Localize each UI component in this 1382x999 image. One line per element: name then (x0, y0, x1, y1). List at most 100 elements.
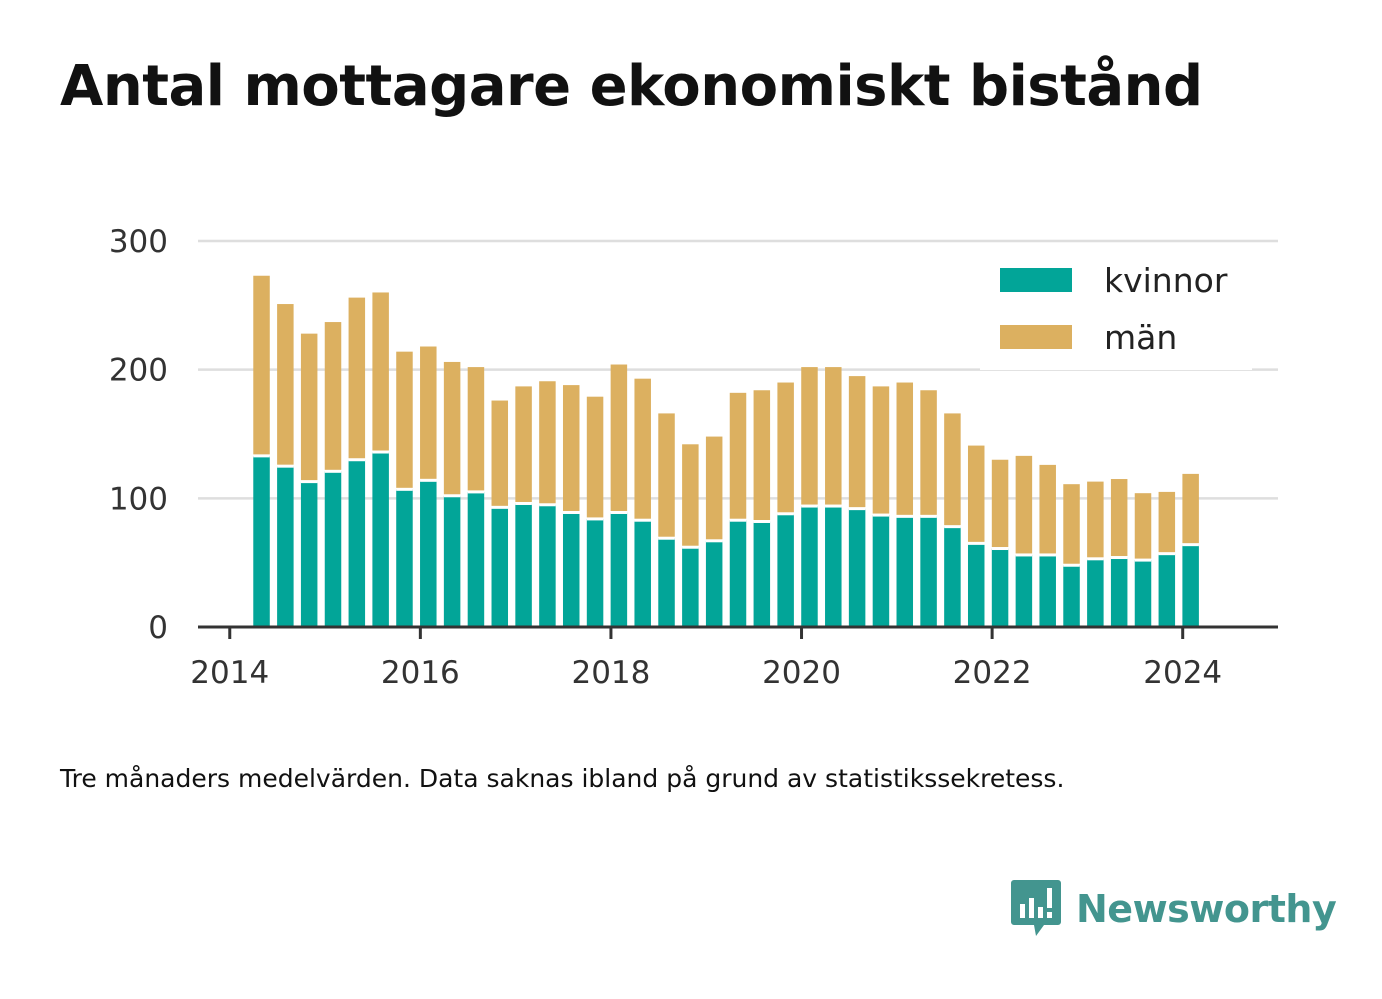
bar-separator (539, 503, 556, 507)
bar-separator (491, 505, 509, 509)
bar-separator (515, 501, 532, 505)
bar-man (491, 400, 509, 506)
bar-separator (253, 454, 270, 458)
y-tick-label: 200 (109, 353, 168, 389)
bar-separator (896, 514, 914, 518)
bar-man (467, 367, 485, 491)
bar-kvinnor (753, 521, 771, 627)
bar-kvinnor (1039, 554, 1056, 627)
bar-man (610, 364, 628, 511)
bar-separator (277, 464, 294, 468)
bar-man (1015, 455, 1033, 554)
bar-kvinnor (682, 547, 699, 627)
bar-separator (729, 518, 747, 522)
bar-separator (1039, 553, 1056, 557)
newsworthy-logo[interactable]: Newsworthy (1010, 878, 1337, 940)
bar-separator (562, 510, 580, 514)
bar-man (967, 445, 985, 542)
bar-man (1182, 473, 1199, 544)
bar-separator (658, 536, 675, 540)
bar-man (1087, 481, 1104, 558)
bar-separator (920, 514, 937, 518)
x-tick-label: 2022 (953, 655, 1032, 691)
bar-man (277, 304, 294, 465)
bar-man (682, 444, 699, 546)
bar-kvinnor (300, 481, 318, 627)
bar-kvinnor (991, 548, 1009, 627)
bar-separator (1182, 543, 1199, 547)
bar-kvinnor (967, 543, 985, 627)
bar-separator (1134, 558, 1152, 562)
chart-title: Antal mottagare ekonomiskt bistånd (60, 54, 1203, 119)
bar-separator (324, 469, 342, 473)
bar-separator (872, 513, 890, 517)
bar-separator (825, 504, 842, 508)
footnote: Tre månaders medelvärden. Data saknas ib… (60, 764, 1065, 793)
bar-kvinnor (420, 480, 437, 627)
bar-kvinnor (634, 520, 651, 627)
y-tick-label: 300 (109, 224, 168, 260)
bar-separator (443, 494, 461, 498)
bar-separator (1015, 553, 1033, 557)
bar-kvinnor (324, 471, 342, 627)
bar-separator (682, 545, 699, 549)
bar-man (253, 275, 270, 455)
bar-separator (396, 487, 413, 491)
bar-kvinnor (1087, 558, 1104, 627)
bar-man (896, 382, 914, 515)
bar-man (420, 346, 437, 479)
bar-separator (610, 510, 628, 514)
bar-kvinnor (920, 516, 937, 627)
bar-man (443, 361, 461, 495)
bar-kvinnor (348, 459, 366, 627)
bar-kvinnor (1158, 553, 1176, 627)
bar-kvinnor (896, 516, 914, 627)
bar-man (944, 413, 961, 526)
bar-man (396, 351, 413, 488)
bar-man (300, 333, 318, 481)
x-tick-label: 2018 (571, 655, 650, 691)
bar-separator (753, 519, 771, 523)
legend-swatch (1000, 268, 1072, 292)
bar-man (372, 292, 389, 451)
bar-man (777, 382, 794, 513)
bar-man (658, 413, 675, 537)
bar-man (1134, 493, 1152, 559)
bar-separator (467, 490, 485, 494)
bar-kvinnor (396, 489, 413, 627)
bar-kvinnor (777, 513, 794, 627)
bar-man (324, 322, 342, 470)
bar-man (562, 385, 580, 511)
bar-separator (705, 539, 723, 543)
bar-separator (848, 507, 866, 511)
bar-separator (634, 518, 651, 522)
bar-man (801, 367, 818, 505)
bar-man (1158, 491, 1176, 553)
bar-man (586, 396, 604, 518)
y-tick-label: 0 (148, 610, 168, 646)
bar-man (515, 386, 532, 502)
bar-kvinnor (658, 538, 675, 627)
bar-separator (1087, 557, 1104, 561)
bar-man (1039, 464, 1056, 554)
bar-separator (420, 478, 437, 482)
bar-kvinnor (1063, 565, 1080, 627)
bar-kvinnor (610, 512, 628, 627)
bar-man (872, 386, 890, 514)
x-tick-label: 2024 (1143, 655, 1222, 691)
bar-separator (777, 512, 794, 516)
bar-kvinnor (1182, 544, 1199, 627)
x-axis: 2014 2016 2018 2020 2022 2024 (190, 625, 1278, 691)
bar-kvinnor (586, 518, 604, 627)
bar-man (1110, 479, 1128, 557)
bar-kvinnor (443, 495, 461, 627)
bar-kvinnor (467, 491, 485, 627)
bar-separator (1063, 563, 1080, 567)
bar-kvinnor (562, 512, 580, 627)
bar-man (348, 297, 366, 459)
bar-man (991, 459, 1009, 548)
bar-kvinnor (277, 466, 294, 627)
bar-kvinnor (515, 503, 532, 627)
x-tick-label: 2020 (762, 655, 841, 691)
bar-man (539, 381, 556, 504)
